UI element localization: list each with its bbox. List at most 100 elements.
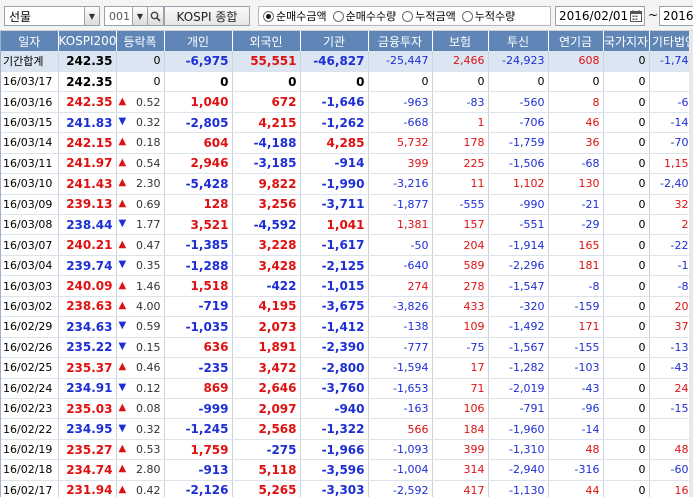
table-row[interactable]: 16/02/23 235.03 ▲ 0.08 -999 2,097 -940 -163 106-… <box>1 398 693 420</box>
end-date-field[interactable]: 2016/03/17 <box>659 6 693 26</box>
column-header[interactable]: 등락폭 <box>116 31 165 51</box>
kospi-cell: 234.63 <box>58 316 117 338</box>
summary-government: 0 <box>603 51 650 72</box>
column-header[interactable]: 보험 <box>432 31 489 51</box>
triangle-down-icon: ▼ <box>118 320 127 332</box>
trust-cell: -1,492 <box>488 316 549 338</box>
table-row[interactable]: 16/03/09 239.13 ▲ 0.69 128 3,256 -3,711 -1,877-… <box>1 194 693 216</box>
trust-cell: -990 <box>488 194 549 216</box>
individual-cell: -235 <box>164 357 233 379</box>
radio-cumulative-amount[interactable]: 누적금액 <box>402 8 456 24</box>
table-row[interactable]: 16/03/10 241.43 ▲ 2.30 -5,428 9,822 -1,990 -3,2… <box>1 173 693 195</box>
table-row[interactable]: 16/02/24 234.91 ▼ 0.12 869 2,646 -3,760 -1,653 7… <box>1 378 693 399</box>
pension-cell: 165 <box>548 234 604 256</box>
pension-cell: -96 <box>548 398 604 420</box>
individual-cell: -1,288 <box>164 255 233 277</box>
table-row[interactable]: 16/03/03 240.09 ▲ 1.46 1,518 -422 -1,015 274 278… <box>1 275 693 297</box>
fin-invest-cell: -50 <box>368 234 433 256</box>
calendar-icon[interactable] <box>628 7 644 25</box>
table-row[interactable]: 16/02/17 231.94 ▲ 0.42 -2,126 5,265 -3,303 -2,5… <box>1 480 693 497</box>
table-row[interactable]: 16/03/11 241.97 ▲ 0.54 2,946 -3,185 -914 399 225… <box>1 153 693 175</box>
radio-net-buy-amount[interactable]: 순매수금액 <box>263 8 327 24</box>
vertical-scrollbar[interactable] <box>689 31 693 497</box>
fin-invest-cell: -163 <box>368 398 433 420</box>
foreign-cell: 3,228 <box>232 234 301 256</box>
kospi-cell: 239.13 <box>58 194 117 216</box>
individual-cell: -2,805 <box>164 112 233 134</box>
column-header[interactable]: KOSPI200 <box>58 31 117 51</box>
change-value: 0.32 <box>136 116 161 130</box>
trust-cell: -320 <box>488 296 549 318</box>
kospi-cell: 235.37 <box>58 357 117 379</box>
column-header[interactable]: 기타법인 <box>649 31 693 51</box>
change-value: 0.18 <box>136 136 161 150</box>
triangle-down-icon: ▼ <box>118 259 127 271</box>
column-header[interactable]: 연기금 <box>548 31 604 51</box>
code-select-value: 001 <box>109 9 130 23</box>
table-row[interactable]: 16/03/08 238.44 ▼ 1.77 3,521 -4,592 1,041 1,381… <box>1 214 693 236</box>
column-header[interactable]: 일자 <box>1 31 59 51</box>
table-row[interactable]: 16/02/29 234.63 ▼ 0.59 -1,035 2,073 -1,412 -138… <box>1 316 693 338</box>
triangle-up-icon: ▲ <box>118 136 127 148</box>
triangle-up-icon: ▲ <box>118 279 127 291</box>
pension-cell: -8 <box>548 275 604 297</box>
column-header[interactable]: 국가지자 <box>603 31 650 51</box>
column-header[interactable]: 개인 <box>164 31 233 51</box>
radio-net-buy-quantity[interactable]: 순매수수량 <box>332 8 396 24</box>
column-header[interactable]: 금융투자 <box>368 31 433 51</box>
pension-cell: 130 <box>548 173 604 195</box>
fin-invest-cell: 5,732 <box>368 132 433 154</box>
table-row[interactable]: 16/02/18 234.74 ▲ 2.80 -913 5,118 -3,596 -1,004… <box>1 459 693 481</box>
change-value: 2.30 <box>136 177 161 191</box>
kospi-cell: 235.22 <box>58 337 117 359</box>
start-date-field[interactable]: 2016/02/01 <box>555 6 645 26</box>
radio-cumulative-quantity[interactable]: 누적수량 <box>461 8 515 24</box>
other-corp-cell: 482 <box>649 439 693 461</box>
chevron-down-icon[interactable]: ▼ <box>84 7 99 25</box>
institution-cell: -1,646 <box>300 91 369 113</box>
table-row[interactable]: 16/02/22 234.95 ▼ 0.32 -1,245 2,568 -1,322 566 1… <box>1 418 693 440</box>
table-row[interactable]: 16/03/02 238.63 ▲ 4.00 -719 4,195 -3,675 -3,826… <box>1 296 693 318</box>
column-header[interactable]: 기관 <box>300 31 369 51</box>
pension-cell: -103 <box>548 357 604 379</box>
other-corp-cell: 0 <box>649 418 693 440</box>
column-header[interactable]: 투신 <box>488 31 549 51</box>
market-select[interactable]: 선물 ▼ <box>4 6 100 26</box>
foreign-cell: 2,568 <box>232 418 301 440</box>
column-header[interactable]: 외국인 <box>232 31 301 51</box>
kospi-cell: 241.43 <box>58 173 117 195</box>
summary-row[interactable]: 기간합계 242.35 0 -6,975 55,551 -46,827 -25,… <box>1 51 693 72</box>
trust-cell: -1,130 <box>488 480 549 497</box>
table-row[interactable]: 16/03/15 241.83 ▼ 0.32 -2,805 4,215 -1,262 -668… <box>1 112 693 134</box>
table-row[interactable]: 16/03/07 240.21 ▲ 0.47 -1,385 3,228 -1,617 -50 2… <box>1 234 693 256</box>
foreign-cell: 2,646 <box>232 378 301 399</box>
other-corp-cell: 1,153 <box>649 153 693 175</box>
fin-invest-cell: -1,093 <box>368 439 433 461</box>
table-row[interactable]: 16/02/26 235.22 ▼ 0.15 636 1,891 -2,390 -777 -75… <box>1 337 693 359</box>
start-date-value: 2016/02/01 <box>559 9 629 23</box>
table-row[interactable]: 16/03/16 242.35 ▲ 0.52 1,040 672 -1,646 -963 -83… <box>1 91 693 113</box>
radio-unchecked-icon <box>332 10 344 22</box>
code-select[interactable]: 001 ▼ <box>104 6 148 26</box>
change-value: 0.59 <box>136 320 161 334</box>
search-button[interactable] <box>148 6 164 26</box>
government-cell: 0 <box>603 316 650 338</box>
table-row[interactable]: 16/03/04 239.74 ▼ 0.35 -1,288 3,428 -2,125 -640… <box>1 255 693 277</box>
change-value: 0.15 <box>136 340 161 354</box>
fin-invest-cell: 274 <box>368 275 433 297</box>
chevron-down-icon[interactable]: ▼ <box>132 7 147 25</box>
summary-pension: 608 <box>548 51 604 72</box>
table-row[interactable]: 16/03/14 242.15 ▲ 0.18 604 -4,188 4,285 5,732 17… <box>1 132 693 154</box>
institution-cell: -3,711 <box>300 194 369 216</box>
institution-cell: -914 <box>300 153 369 175</box>
trust-cell: -1,282 <box>488 357 549 379</box>
table-row[interactable]: 16/02/19 235.27 ▲ 0.53 1,759 -275 -1,966 -1,093… <box>1 439 693 461</box>
trust-cell: -2,940 <box>488 459 549 481</box>
investor-trading-table: 일자 KOSPI200 등락폭 개인 외국인 기관 금융투자 보험 투신 연기금 국가지자 기타법인 … <box>1 31 693 497</box>
fin-invest-cell: -963 <box>368 91 433 113</box>
individual-cell: -913 <box>164 459 233 481</box>
pension-cell: -159 <box>548 296 604 318</box>
triangle-up-icon: ▲ <box>118 156 127 168</box>
table-row[interactable]: 16/02/25 235.37 ▲ 0.46 -235 3,472 -2,800 -1,594… <box>1 357 693 379</box>
